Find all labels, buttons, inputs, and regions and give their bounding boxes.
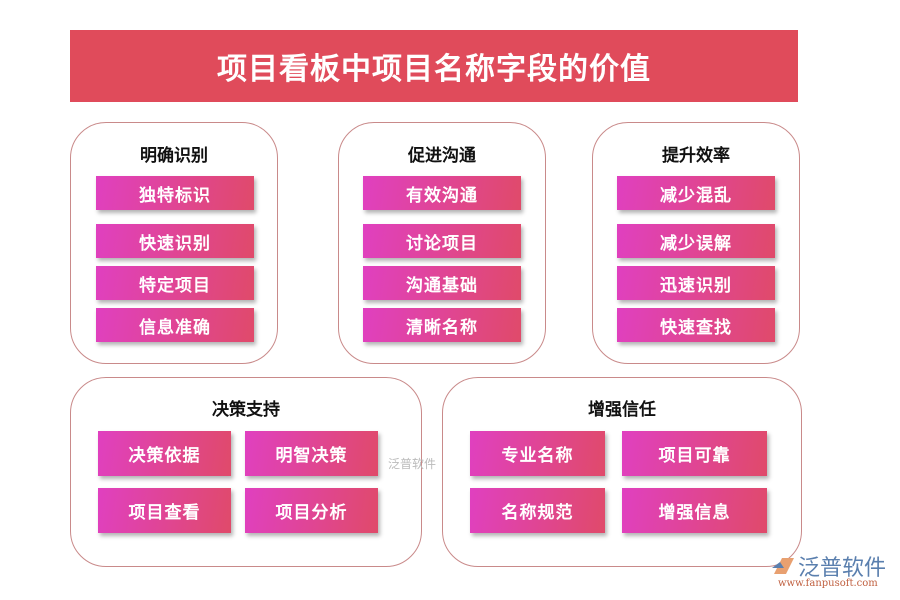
item: 项目分析 xyxy=(245,488,378,533)
item: 项目可靠 xyxy=(622,431,767,476)
logo-icon xyxy=(772,558,794,574)
item: 讨论项目 xyxy=(363,224,521,258)
item: 快速查找 xyxy=(617,308,775,342)
group-title: 提升效率 xyxy=(662,146,730,166)
item: 独特标识 xyxy=(96,176,254,210)
item: 名称规范 xyxy=(470,488,605,533)
item: 项目查看 xyxy=(98,488,231,533)
item: 快速识别 xyxy=(96,224,254,258)
item: 减少混乱 xyxy=(617,176,775,210)
logo-url: www.fanpusoft.com xyxy=(778,578,878,589)
item: 专业名称 xyxy=(470,431,605,476)
watermark: 泛普软件 xyxy=(388,457,437,471)
item: 决策依据 xyxy=(98,431,231,476)
item: 有效沟通 xyxy=(363,176,521,210)
group-title: 明确识别 xyxy=(140,146,208,166)
page-title: 项目看板中项目名称字段的价值 xyxy=(70,30,798,102)
item: 迅速识别 xyxy=(617,266,775,300)
group-title: 决策支持 xyxy=(212,400,280,420)
logo-name: 泛普软件 xyxy=(798,556,887,581)
item: 信息准确 xyxy=(96,308,254,342)
item: 增强信息 xyxy=(622,488,767,533)
item: 特定项目 xyxy=(96,266,254,300)
item: 沟通基础 xyxy=(363,266,521,300)
item: 明智决策 xyxy=(245,431,378,476)
group-title: 增强信任 xyxy=(588,400,656,420)
item: 减少误解 xyxy=(617,224,775,258)
item: 清晰名称 xyxy=(363,308,521,342)
group-title: 促进沟通 xyxy=(408,146,476,166)
